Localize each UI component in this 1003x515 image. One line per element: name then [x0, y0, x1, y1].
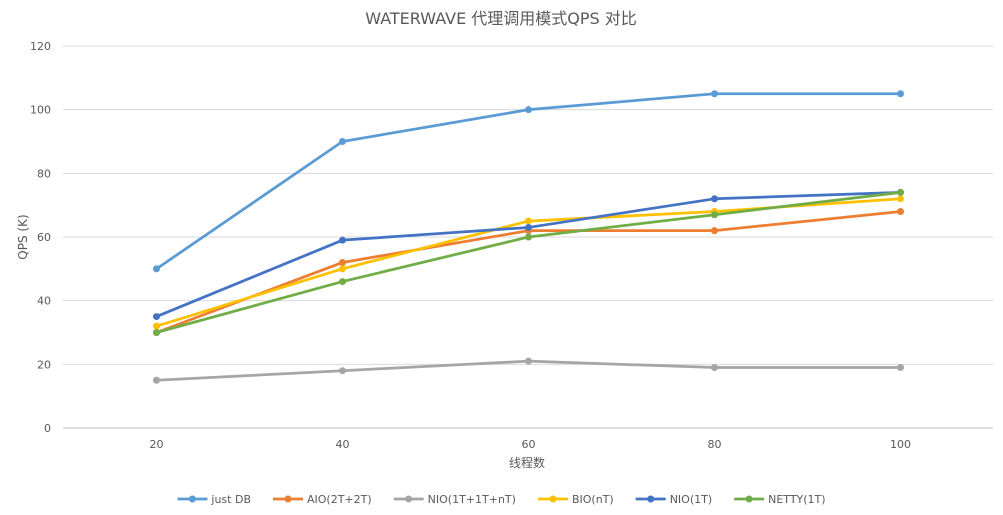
data-point	[711, 195, 718, 203]
data-point	[897, 188, 904, 196]
data-point	[711, 227, 718, 235]
series-line	[155, 191, 902, 334]
series-group	[153, 90, 904, 384]
data-point	[525, 106, 532, 114]
y-tick-label: 60	[37, 231, 51, 244]
legend-label: AIO(2T+2T)	[307, 493, 372, 506]
y-tick-label: 40	[37, 295, 51, 308]
legend-item: NIO(1T)	[635, 493, 712, 506]
data-point	[339, 367, 346, 375]
y-tick-label: 80	[37, 167, 51, 180]
series-3	[153, 357, 904, 384]
data-point	[897, 364, 904, 372]
series-1	[153, 90, 904, 273]
y-tick-label: 120	[30, 40, 51, 53]
series-4	[153, 195, 904, 330]
data-point	[339, 278, 346, 286]
data-point	[711, 90, 718, 98]
data-point	[153, 329, 160, 336]
data-point	[711, 211, 718, 219]
legend-dot-marker	[284, 495, 292, 503]
x-axis-title: 线程数	[509, 455, 545, 470]
y-tick-label: 0	[44, 422, 51, 435]
legend-dot-marker	[745, 495, 753, 503]
data-point	[153, 313, 160, 321]
data-point	[339, 265, 346, 273]
data-point	[339, 138, 346, 145]
data-point	[339, 258, 346, 266]
legend-item: NETTY(1T)	[734, 493, 826, 506]
data-point	[153, 265, 160, 273]
chart-title: WATERWAVE 代理调用模式QPS 对比	[365, 9, 637, 28]
data-point	[525, 357, 532, 365]
data-point	[897, 90, 904, 98]
y-tick-label: 100	[30, 104, 51, 117]
legend-dot-marker	[549, 495, 557, 503]
legend: just DB AIO(2T+2T) NIO(1T+1T+nT) BIO(nT) NIO…	[177, 493, 826, 506]
data-point	[711, 364, 718, 372]
data-point	[525, 217, 532, 225]
legend-dot-marker	[405, 495, 413, 503]
legend-dot-marker	[188, 495, 196, 503]
data-point	[897, 208, 904, 216]
legend-item: NIO(1T+1T+nT)	[393, 493, 516, 506]
legend-label: NETTY(1T)	[768, 493, 825, 506]
legend-label: NIO(1T+1T+nT)	[428, 493, 516, 506]
x-tick-label: 40	[336, 438, 350, 451]
legend-label: BIO(nT)	[572, 493, 614, 506]
legend-label: NIO(1T)	[670, 493, 712, 506]
legend-item: just DB	[177, 493, 251, 506]
data-point	[153, 376, 160, 384]
legend-dot-marker	[647, 495, 655, 503]
series-line	[155, 191, 902, 318]
y-axis-ticks: 0 20 40 60 80 100 120	[30, 40, 51, 435]
data-point	[153, 322, 160, 330]
legend-item: BIO(nT)	[537, 493, 614, 506]
x-tick-label: 100	[890, 438, 911, 451]
data-point	[897, 195, 904, 203]
data-point	[525, 223, 532, 231]
x-axis-ticks: 20 40 60 80 100	[150, 438, 912, 451]
legend-item: AIO(2T+2T)	[273, 493, 372, 506]
data-point	[339, 236, 346, 244]
legend-label: just DB	[210, 493, 251, 506]
series-line	[155, 92, 902, 271]
data-point	[525, 233, 532, 241]
x-tick-label: 80	[708, 438, 722, 451]
x-tick-label: 20	[150, 438, 164, 451]
y-tick-label: 20	[37, 358, 51, 371]
x-tick-label: 60	[522, 438, 536, 451]
series-6	[153, 188, 904, 336]
y-axis-title: QPS (K)	[16, 214, 30, 259]
